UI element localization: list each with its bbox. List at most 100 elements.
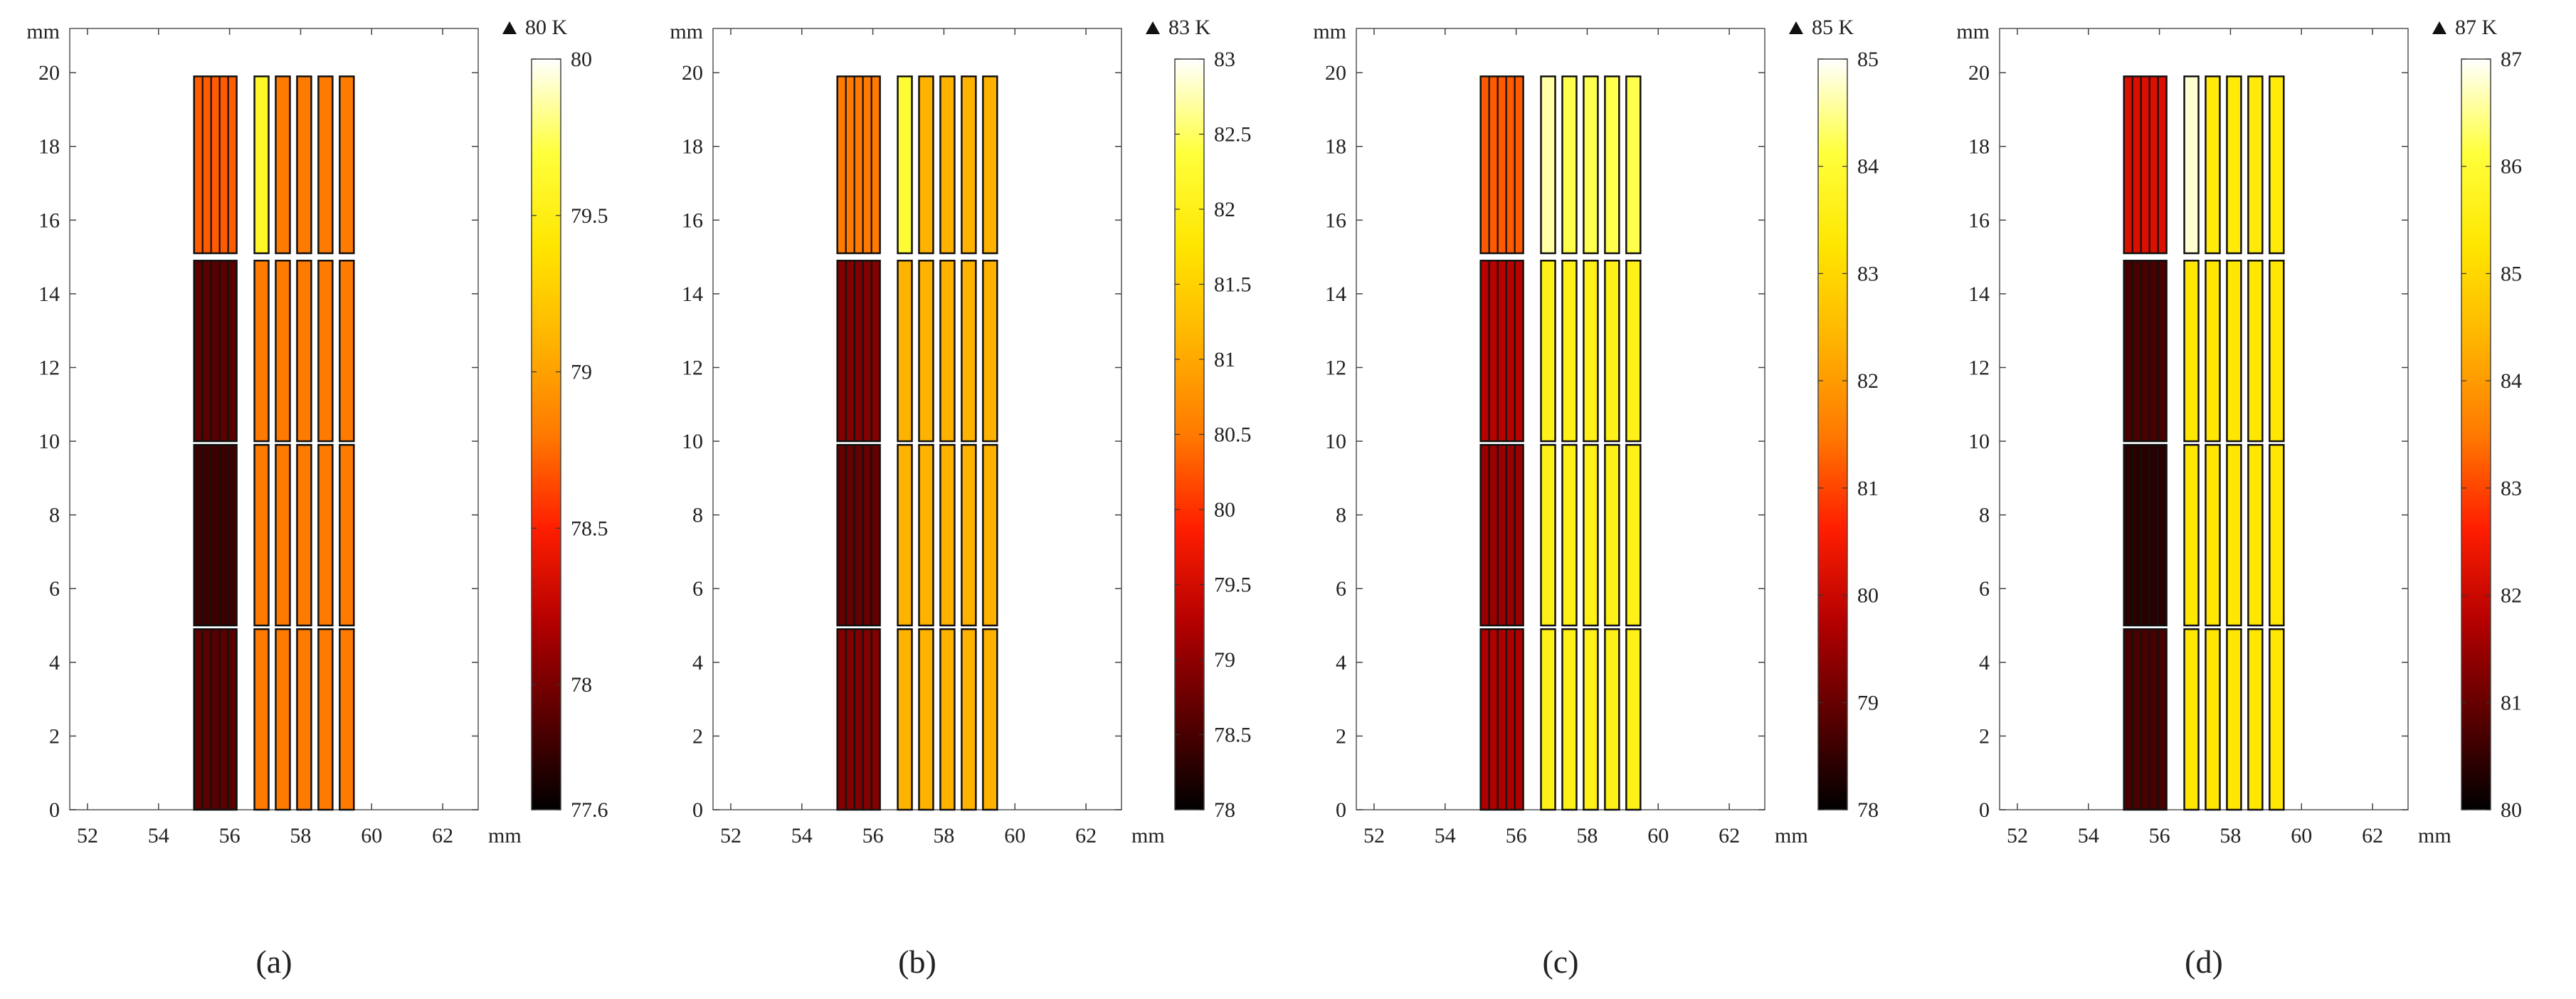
panel-a: 0 2 4 6 8 10 12 14 16 18 20 52 54 56 58 60 62 mm mm 77.6 78 7… (26, 16, 608, 980)
colorbar-tick-label: 81.5 (1214, 273, 1252, 297)
max-marker-icon (2432, 21, 2446, 34)
dense-block (2123, 260, 2168, 443)
x-unit-label: mm (1131, 824, 1165, 847)
dense-block (193, 260, 238, 443)
x-tick-label: 62 (432, 824, 453, 847)
y-tick-label: 6 (1979, 577, 1990, 601)
strip-bar (2183, 628, 2200, 811)
colorbar-tick-label: 86 (2501, 155, 2522, 179)
colorbar-tick-label: 79 (571, 361, 592, 384)
dense-block (836, 260, 881, 443)
colorbar-tick-label: 78 (571, 673, 592, 697)
x-tick-label: 56 (1506, 824, 1527, 847)
strip-bar (897, 628, 913, 811)
strip-bar (253, 628, 270, 811)
y-tick-label: 0 (692, 798, 703, 822)
panel-c: 0 2 4 6 8 10 12 14 16 18 20 52 54 56 58 60 62 mm mm 78 79 80 8… (1313, 16, 1879, 980)
y-tick-label: 6 (692, 577, 703, 601)
colorbar-tick-label: 78 (1214, 798, 1235, 822)
x-tick-label: 62 (2362, 824, 2383, 847)
colorbar-title: 83 K (1168, 16, 1211, 39)
dense-block (193, 444, 238, 627)
y-tick-label: 16 (1968, 208, 1990, 232)
y-tick-label: 2 (1336, 724, 1346, 748)
strip-bar (1561, 260, 1578, 443)
x-tick-label: 54 (1435, 824, 1456, 847)
panel-d: 0 2 4 6 8 10 12 14 16 18 20 52 54 56 58 60 62 mm mm 80 81 82 8… (1956, 16, 2522, 980)
strip-bar (2247, 444, 2264, 627)
colorbar-title: 80 K (525, 16, 568, 39)
strip-bar (2269, 628, 2285, 811)
colorbar-tick-label: 85 (1857, 48, 1879, 71)
y-tick-label: 20 (38, 61, 60, 85)
colorbar-tick-label: 80 (1857, 584, 1879, 608)
strip-bar (2226, 444, 2242, 627)
strip-bar (339, 444, 355, 627)
strip-bar (275, 260, 291, 443)
colorbar-tick-label: 81 (1214, 348, 1235, 371)
colorbar (531, 58, 561, 810)
colorbar (2461, 58, 2491, 810)
strip-bar (897, 444, 913, 627)
x-tick-label: 58 (2219, 824, 2241, 847)
strip-bar (2269, 444, 2285, 627)
strip-bar (2247, 260, 2264, 443)
strip-bar (317, 628, 334, 811)
strip-bar (253, 260, 270, 443)
colorbar (1817, 58, 1848, 810)
strip-bar (1625, 444, 1642, 627)
colorbar-tick-label: 79.5 (571, 204, 608, 228)
strip-bar (1625, 260, 1642, 443)
x-tick-label: 58 (1576, 824, 1598, 847)
strip-bar (961, 628, 977, 811)
x-tick-label: 62 (1719, 824, 1740, 847)
strip-bar (2226, 260, 2242, 443)
strip-bar (275, 75, 291, 255)
panel-caption: (d) (2185, 944, 2223, 980)
y-tick-label: 4 (692, 651, 703, 675)
strip-bar (2247, 75, 2264, 255)
plot-frame (712, 28, 1122, 810)
strip-bar (2183, 75, 2200, 255)
dense-block (836, 628, 881, 811)
y-tick-label: 8 (1336, 504, 1346, 527)
strip-bar (339, 260, 355, 443)
y-tick-label: 18 (682, 135, 703, 159)
y-tick-label: 10 (1325, 430, 1346, 453)
colorbar-tick-label: 80 (1214, 498, 1235, 522)
y-tick-label: 6 (1336, 577, 1346, 601)
x-tick-label: 60 (361, 824, 382, 847)
plot-frame (1999, 28, 2409, 810)
y-tick-label: 20 (682, 61, 703, 85)
strip-bar (982, 444, 998, 627)
y-tick-label: 14 (682, 282, 703, 306)
strip-bar (317, 75, 334, 255)
colorbar-tick-label: 82 (1214, 198, 1235, 221)
strip-bar (1583, 444, 1599, 627)
max-marker-icon (1789, 21, 1803, 34)
dense-block (836, 444, 881, 627)
y-tick-label: 12 (38, 356, 60, 379)
dense-block (2123, 628, 2168, 811)
strip-bar (1625, 75, 1642, 255)
x-tick-label: 54 (148, 824, 169, 847)
colorbar-tick-label: 84 (2501, 369, 2522, 393)
y-tick-label: 10 (1968, 430, 1990, 453)
strip-bar (1583, 75, 1599, 255)
strip-bar (1583, 628, 1599, 811)
x-tick-label: 60 (1647, 824, 1669, 847)
y-tick-label: 12 (682, 356, 703, 379)
x-tick-label: 52 (1363, 824, 1385, 847)
x-tick-label: 54 (2078, 824, 2099, 847)
colorbar-tick-label: 78.5 (1214, 724, 1252, 747)
y-tick-label: 20 (1325, 61, 1346, 85)
dense-block (1479, 260, 1524, 443)
strip-bar (1561, 75, 1578, 255)
colorbar-tick-label: 81 (1857, 477, 1879, 500)
y-tick-label: 14 (1968, 282, 1990, 306)
strip-bar (2226, 628, 2242, 811)
strip-bar (2226, 75, 2242, 255)
strip-bar (275, 628, 291, 811)
y-tick-label: 6 (49, 577, 60, 601)
